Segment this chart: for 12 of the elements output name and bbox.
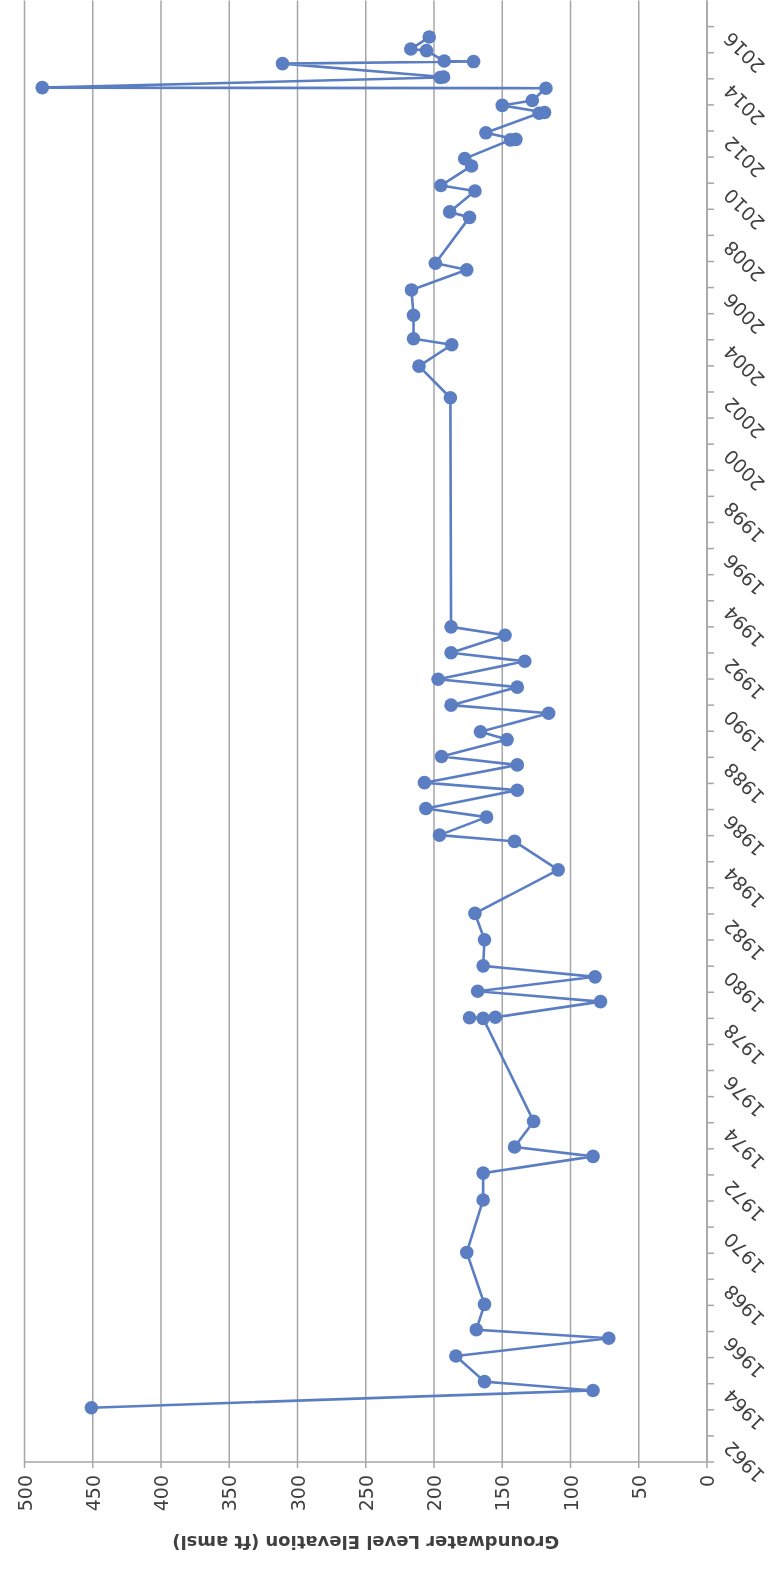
- x-tick-label: 300: [286, 1475, 309, 1512]
- x-tick-label: 500: [13, 1475, 36, 1512]
- x-tick-label: 400: [150, 1475, 172, 1512]
- x-tick-label: 0: [696, 1475, 718, 1488]
- x-axis-title: Groundwater Level Elevation (ft amsl): [172, 1531, 560, 1553]
- x-tick-label: 250: [354, 1475, 377, 1512]
- x-tick-label: 50: [627, 1475, 650, 1500]
- x-tick-label: 150: [491, 1475, 514, 1512]
- x-tick-label: 450: [81, 1475, 104, 1512]
- x-tick-label: 200: [423, 1475, 445, 1512]
- x-tick-label: 100: [559, 1475, 582, 1512]
- x-tick-label: 350: [218, 1475, 241, 1512]
